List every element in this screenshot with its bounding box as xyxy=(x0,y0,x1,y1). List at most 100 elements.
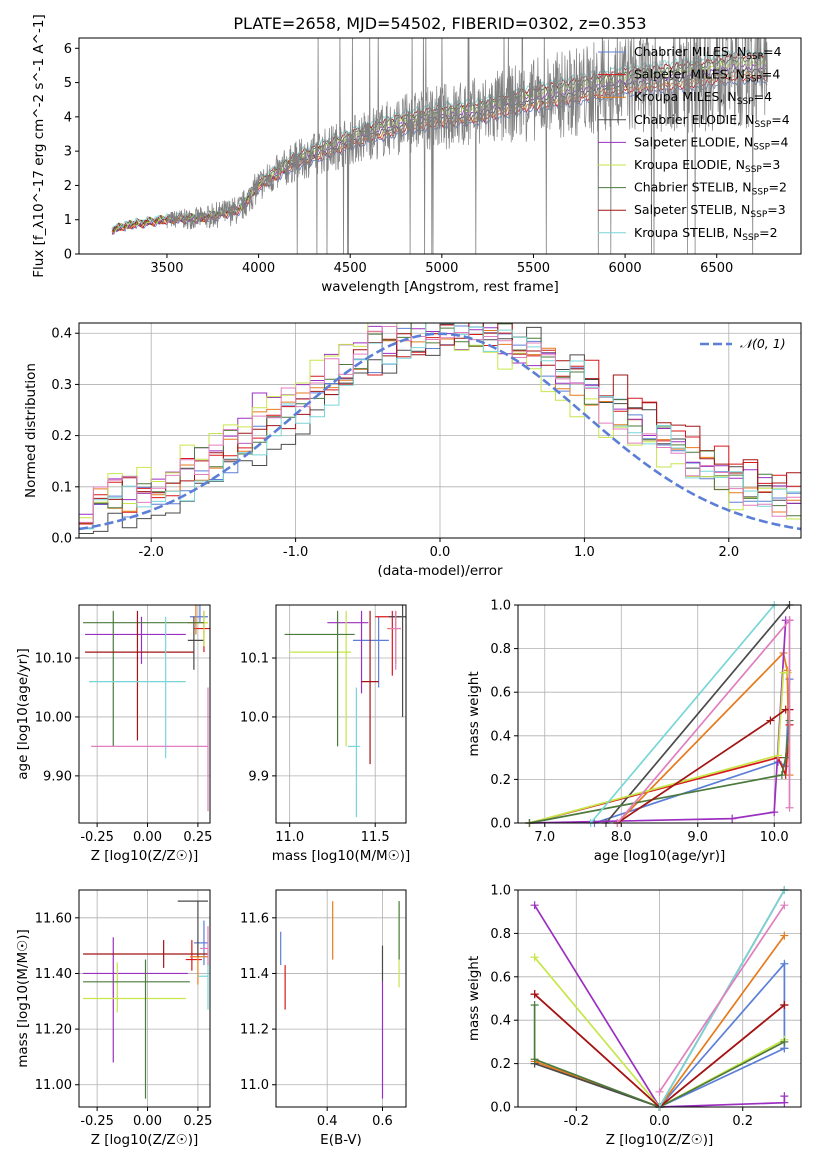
x-tick-label: 0.00 xyxy=(133,1114,162,1129)
weight-marker xyxy=(774,751,783,760)
error-bar-point xyxy=(189,940,208,985)
weight-marker xyxy=(770,808,779,817)
weight-line-6 xyxy=(529,671,788,824)
y-tick-label: 0.4 xyxy=(490,729,511,744)
error-bar-point xyxy=(83,940,208,968)
legend-entry: Salpeter ELODIE, NSSP=4 xyxy=(634,134,789,152)
x-tick-label: 11.0 xyxy=(275,830,304,845)
y-tick-label: 0.1 xyxy=(51,480,72,495)
axes-frame xyxy=(275,604,407,824)
y-axis-label: age [log10(age/yr)] xyxy=(15,648,31,780)
panel-residuals: -2.0 -1.0 0.0 1.0 2.0 0.0 0.1 0.2 0.3 0.4 (data-mo… xyxy=(23,322,802,579)
y-tick-label: 11.6 xyxy=(240,911,269,926)
weight-marker xyxy=(655,1087,664,1096)
error-bar-point xyxy=(387,610,401,664)
axes-frame xyxy=(517,889,802,1108)
error-bar-point xyxy=(187,616,204,670)
weight-marker xyxy=(781,753,790,762)
error-bar-point xyxy=(83,610,204,747)
x-tick-label: 6000 xyxy=(609,261,642,276)
x-tick-label: 0.0 xyxy=(649,1114,670,1129)
legend-entry: Kroupa STELIB, NSSP=2 xyxy=(634,225,778,243)
x-axis-label: Z [log10(Z/Z☉)] xyxy=(91,848,199,864)
spectrum-legend: Chabrier MILES, NSSP=4 Salpeter MILES, NS… xyxy=(598,44,790,243)
error-bar-point xyxy=(388,605,406,717)
weight-marker xyxy=(530,1055,539,1064)
weight-marker xyxy=(780,931,789,940)
x-tick-label: 1.0 xyxy=(574,545,595,560)
error-bar-point xyxy=(83,962,186,1013)
weight-line-2 xyxy=(529,724,791,824)
weight-marker xyxy=(780,1037,789,1046)
x-tick-label: 9.0 xyxy=(687,830,708,845)
y-tick-label: 11.4 xyxy=(240,967,269,982)
y-axis-label: mass [log10(M/M☉)] xyxy=(15,929,31,1068)
weight-marker xyxy=(766,716,775,725)
axes-frame xyxy=(78,322,802,539)
weight-marker xyxy=(785,803,794,812)
x-tick-label: 6500 xyxy=(700,261,733,276)
weight-marker xyxy=(530,990,539,999)
error-bar-point xyxy=(193,920,208,966)
x-axis-label: E(B-V) xyxy=(320,1132,362,1148)
y-tick-label: 10.0 xyxy=(240,710,269,725)
y-tick-label: 1 xyxy=(64,213,72,228)
y-tick-label: 0.4 xyxy=(490,1014,511,1029)
weight-line-10 xyxy=(616,617,791,824)
axes-frame xyxy=(517,604,802,824)
x-axis-label: Z [log10(Z/Z☉)] xyxy=(606,1132,714,1148)
panel-spectrum: 3500 4000 4500 5000 5500 6000 6500 0 1 2 3 4 5 6 wavel… xyxy=(31,14,802,295)
x-tick-label: -1.0 xyxy=(283,545,308,560)
y-tick-label: 0.4 xyxy=(51,327,72,342)
legend-entry: 𝒩(0, 1) xyxy=(740,336,786,351)
panel-age-vs-mass: 11.0 11.5 9.9 10.0 10.1 mass [log10(M/M☉)] xyxy=(240,604,410,864)
error-bar-point xyxy=(199,926,209,966)
weight-marker xyxy=(530,1001,539,1010)
panel-mass-vs-Z: -0.25 0.00 0.25 11.00 11.20 11.40 11.60 Z [log1… xyxy=(15,889,212,1148)
weight-marker xyxy=(780,959,789,968)
y-tick-label: 0.3 xyxy=(51,378,72,393)
residual-histogram-10 xyxy=(79,326,801,523)
y-tick-label: 11.00 xyxy=(35,1078,72,1093)
x-axis-label: (data-model)/error xyxy=(377,563,503,579)
x-tick-label: 4500 xyxy=(334,261,367,276)
y-tick-label: 4 xyxy=(64,110,72,125)
y-tick-label: 1.0 xyxy=(490,884,511,899)
error-bar-point xyxy=(85,616,186,664)
y-tick-label: 11.60 xyxy=(35,911,72,926)
y-tick-label: 0.2 xyxy=(51,429,72,444)
error-bar-point xyxy=(388,610,401,670)
x-tick-label: 0.25 xyxy=(183,1114,212,1129)
error-bar-point xyxy=(177,900,208,957)
error-bar-point xyxy=(91,687,209,812)
x-tick-label: -0.25 xyxy=(80,830,114,845)
x-tick-label: 0.4 xyxy=(317,1114,338,1129)
error-bar-point xyxy=(289,610,352,747)
y-axis-label: mass weight xyxy=(466,671,482,756)
observed-spectrum xyxy=(166,38,768,254)
legend-entry: Kroupa MILES, NSSP=4 xyxy=(634,89,772,107)
y-tick-label: 0 xyxy=(64,248,72,263)
weight-marker xyxy=(530,901,539,910)
y-tick-label: 0.6 xyxy=(490,970,511,985)
y-tick-label: 0.0 xyxy=(490,817,511,832)
panel-age-vs-Z: -0.25 0.00 0.25 9.90 10.00 10.10 Z [log10(Z/Z☉… xyxy=(15,604,212,864)
axes-frame xyxy=(78,889,211,1108)
y-tick-label: 10.10 xyxy=(35,652,72,667)
y-tick-label: 0.2 xyxy=(490,1057,511,1072)
y-tick-label: 2 xyxy=(64,179,72,194)
y-axis-label: mass weight xyxy=(466,956,482,1041)
legend-entry: Kroupa ELODIE, NSSP=3 xyxy=(634,157,780,175)
axes-frame xyxy=(78,37,802,255)
chart-title: PLATE=2658, MJD=54502, FIBERID=0302, z=0… xyxy=(233,14,646,33)
weight-line-7 xyxy=(533,1005,785,1108)
residual-histogram-6 xyxy=(79,323,801,520)
y-axis-label: Normed distribution xyxy=(23,363,39,498)
gaussian-reference-curve xyxy=(79,332,801,531)
error-bar-point xyxy=(327,610,369,694)
legend-entry: Salpeter STELIB, NSSP=3 xyxy=(634,202,786,220)
y-tick-label: 5 xyxy=(64,76,72,91)
y-tick-label: 0.2 xyxy=(490,773,511,788)
x-tick-label: 8.0 xyxy=(611,830,632,845)
